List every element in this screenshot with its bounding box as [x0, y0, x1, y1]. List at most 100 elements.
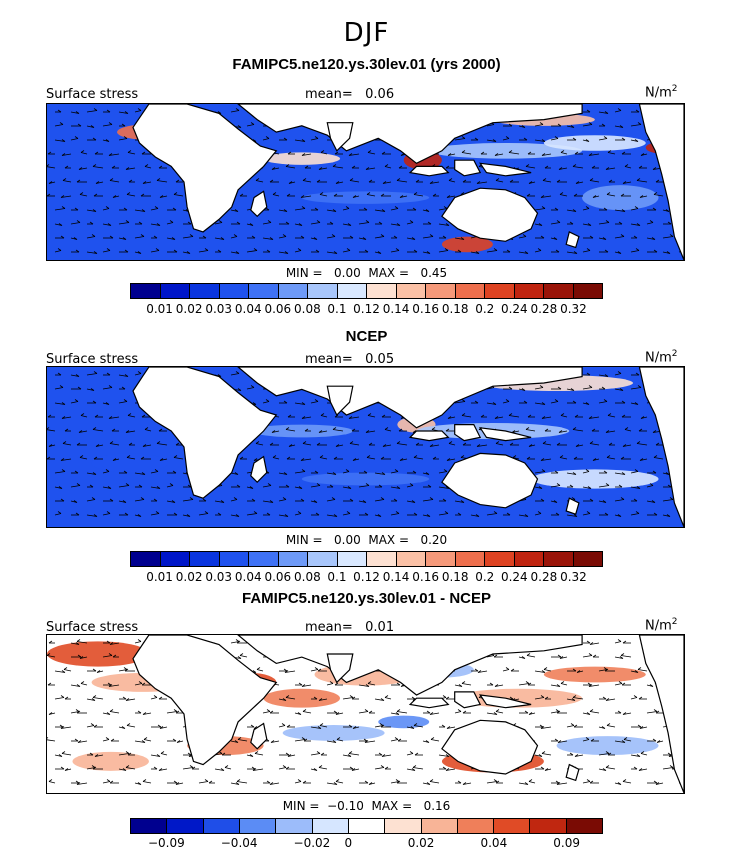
land-mass	[441, 187, 539, 242]
stress-patch	[91, 182, 169, 198]
colorbar-swatch	[385, 819, 422, 833]
land-mass	[408, 697, 450, 709]
land-mass	[237, 635, 583, 696]
land-mass	[237, 367, 583, 429]
colorbar-tick-label: 0.02	[175, 302, 203, 316]
colorbar-swatch	[421, 819, 458, 833]
mean-label: mean= 0.01	[305, 620, 395, 635]
colorbar-tick-label: 0.28	[530, 302, 558, 316]
colorbar-tick-label: 0.14	[382, 302, 410, 316]
colorbar-swatch	[457, 819, 495, 833]
stress-patch	[556, 736, 659, 756]
colorbar-tick-label: −0.09	[147, 836, 185, 850]
colorbar-swatch	[278, 284, 308, 298]
colorbar-swatch	[312, 819, 349, 833]
colorbar-swatch	[131, 819, 168, 833]
land-mass	[408, 165, 450, 177]
stress-map	[47, 104, 684, 260]
colorbar-swatch	[239, 819, 277, 833]
colorbar-tick-label: 0.1	[327, 302, 347, 316]
colorbar-tick-label: 0.01	[146, 570, 173, 584]
colorbar-tick-label: 0.08	[294, 302, 321, 316]
units-label: N/m2	[645, 617, 678, 634]
colorbar-swatch	[455, 284, 485, 298]
land-mass	[408, 430, 450, 442]
colorbar-swatch	[276, 819, 313, 833]
colorbar-swatch	[485, 284, 515, 298]
min-max-label: MIN = 0.00 MAX = 0.45	[285, 266, 448, 280]
land-mass	[132, 635, 278, 766]
land-mass	[326, 653, 354, 684]
colorbar-swatch	[396, 552, 426, 566]
colorbar-swatch	[367, 284, 397, 298]
map-panel	[46, 103, 685, 261]
figure-title: DJF	[343, 18, 390, 48]
land-mass	[132, 104, 278, 233]
stress-patch	[543, 666, 646, 683]
colorbar-tick-label: 0.28	[530, 570, 558, 584]
colorbar-tick-label: 0.24	[500, 570, 528, 584]
land-mass	[326, 122, 354, 152]
stress-patch	[582, 185, 659, 211]
field-label: Surface stress	[46, 87, 139, 102]
colorbar-tick-label: 0.04	[234, 302, 262, 316]
colorbar-tick-label: 0.08	[294, 570, 321, 584]
colorbar-tick-label: −0.02	[293, 836, 331, 850]
colorbar-swatch	[367, 552, 397, 566]
land-mass	[250, 455, 268, 484]
colorbar-tick-label: 0.18	[441, 302, 469, 316]
land-mass	[565, 497, 580, 515]
colorbar-swatch	[131, 284, 161, 298]
stress-patch	[301, 191, 430, 204]
colorbar-swatch	[494, 819, 531, 833]
colorbar-swatch	[131, 552, 161, 566]
colorbar-swatch	[308, 552, 338, 566]
colorbar-swatch	[160, 284, 190, 298]
land-mass	[478, 694, 532, 709]
stress-map	[47, 635, 684, 793]
colorbar-tick-label: 0.04	[234, 570, 262, 584]
colorbar-tick-label: −0.04	[220, 836, 258, 850]
stress-patch	[543, 135, 646, 151]
colorbar-tick-label: 0.03	[205, 302, 233, 316]
units-label: N/m2	[645, 84, 678, 101]
map-panel	[46, 366, 685, 528]
colorbar	[130, 818, 603, 834]
panel-title: FAMIPC5.ne120.ys.30lev.01 (yrs 2000)	[232, 56, 501, 73]
colorbar-tick-label: 0.2	[475, 570, 495, 584]
colorbar-tick-label: 0.32	[560, 302, 587, 316]
colorbar-swatch	[566, 819, 603, 833]
colorbar-swatch	[426, 284, 456, 298]
colorbar-swatch	[514, 284, 544, 298]
colorbar-swatch	[203, 819, 240, 833]
colorbar-swatch	[530, 819, 567, 833]
colorbar-swatch	[219, 284, 249, 298]
field-label: Surface stress	[46, 352, 139, 367]
colorbar-tick-label: 0.02	[175, 570, 203, 584]
colorbar-swatch	[396, 284, 426, 298]
colorbar-swatch	[337, 552, 367, 566]
stress-patch	[47, 641, 149, 667]
land-mass	[441, 452, 539, 509]
colorbar-swatch	[167, 819, 204, 833]
colorbar-tick-label: 0.14	[382, 570, 410, 584]
colorbar-swatch	[308, 284, 338, 298]
land-mass	[454, 423, 482, 442]
colorbar-swatch	[190, 552, 220, 566]
land-mass	[478, 162, 532, 177]
colorbar-swatch	[455, 552, 485, 566]
colorbar-swatch	[544, 284, 574, 298]
colorbar-swatch	[278, 552, 308, 566]
stress-patch	[263, 152, 341, 165]
panel-title: NCEP	[345, 328, 388, 345]
colorbar-tick-label: 0.24	[500, 302, 528, 316]
field-label: Surface stress	[46, 620, 139, 635]
stress-patch	[91, 453, 169, 473]
colorbar-swatch	[348, 819, 386, 833]
colorbar-tick-label: 0.01	[146, 302, 173, 316]
colorbar-tick-label: 0	[344, 836, 353, 850]
stress-map	[47, 367, 684, 527]
colorbar-swatch	[337, 284, 367, 298]
colorbar-tick-label: 0.02	[407, 836, 435, 850]
land-mass	[454, 691, 482, 709]
